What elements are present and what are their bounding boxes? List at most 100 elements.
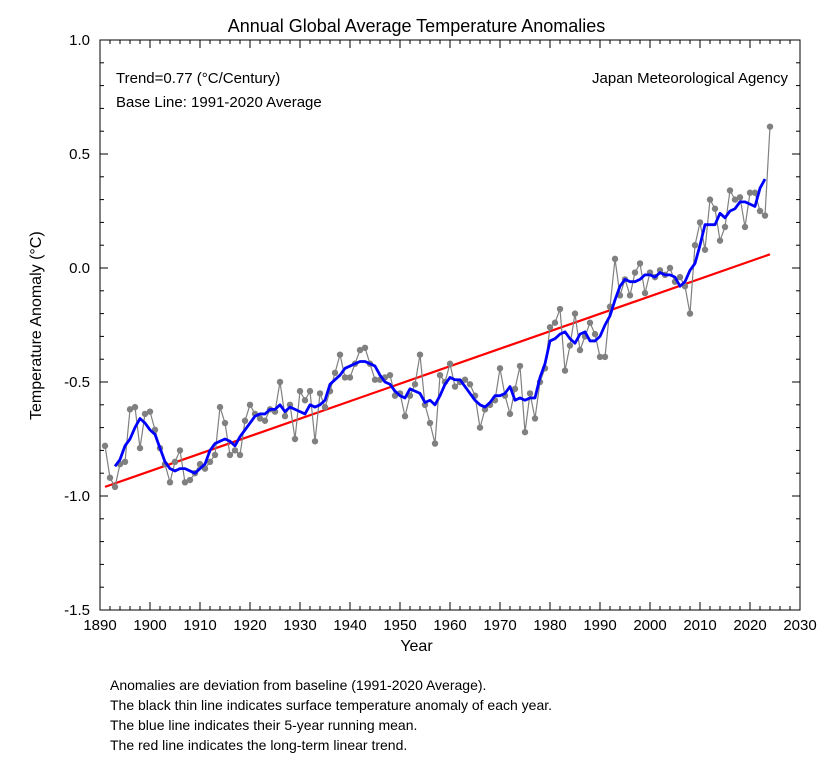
annual-point	[527, 390, 533, 396]
annual-point	[637, 260, 643, 266]
svg-text:0.0: 0.0	[69, 260, 90, 277]
annual-point	[737, 194, 743, 200]
annual-point	[222, 420, 228, 426]
annual-point	[322, 404, 328, 410]
annual-point	[762, 212, 768, 218]
annual-point	[627, 292, 633, 298]
annual-point	[227, 452, 233, 458]
annual-point	[517, 363, 523, 369]
annual-point	[692, 242, 698, 248]
svg-text:1960: 1960	[433, 617, 466, 634]
svg-text:-1.5: -1.5	[64, 602, 90, 619]
annual-point	[702, 247, 708, 253]
annual-point	[402, 413, 408, 419]
trend-annotation: Trend=0.77 (°C/Century)	[116, 70, 280, 87]
annual-point	[727, 187, 733, 193]
running-mean-line	[115, 179, 765, 473]
annual-point	[122, 459, 128, 465]
annual-point	[507, 411, 513, 417]
svg-text:1920: 1920	[233, 617, 266, 634]
annual-point	[572, 310, 578, 316]
svg-text:1.0: 1.0	[69, 32, 90, 49]
caption-line-3: The blue line indicates their 5-year run…	[110, 716, 417, 735]
annual-point	[697, 219, 703, 225]
annual-point	[477, 424, 483, 430]
annual-point	[577, 347, 583, 353]
annual-series-line	[105, 127, 770, 487]
annual-point	[147, 408, 153, 414]
annual-point	[237, 452, 243, 458]
annual-point	[562, 367, 568, 373]
svg-text:1970: 1970	[483, 617, 516, 634]
svg-text:2030: 2030	[783, 617, 816, 634]
annual-point	[102, 443, 108, 449]
annual-point	[232, 447, 238, 453]
svg-text:2010: 2010	[683, 617, 716, 634]
caption-line-1: Anomalies are deviation from baseline (1…	[110, 676, 486, 695]
caption-line-4: The red line indicates the long-term lin…	[110, 736, 407, 755]
annual-point	[262, 418, 268, 424]
annual-point	[642, 290, 648, 296]
annual-point	[427, 420, 433, 426]
annual-point	[757, 208, 763, 214]
annual-point	[297, 388, 303, 394]
svg-text:1980: 1980	[533, 617, 566, 634]
annual-point	[447, 361, 453, 367]
annual-point	[612, 256, 618, 262]
annual-point	[167, 479, 173, 485]
annual-point	[307, 388, 313, 394]
annual-point	[247, 402, 253, 408]
svg-text:-0.5: -0.5	[64, 374, 90, 391]
annual-point	[707, 196, 713, 202]
annual-point	[177, 447, 183, 453]
annual-point	[717, 237, 723, 243]
annual-point	[687, 310, 693, 316]
annual-point	[712, 206, 718, 212]
annual-point	[317, 390, 323, 396]
annual-point	[467, 381, 473, 387]
svg-text:0.5: 0.5	[69, 146, 90, 163]
annual-point	[112, 484, 118, 490]
annual-point	[412, 381, 418, 387]
svg-text:2000: 2000	[633, 617, 666, 634]
annual-point	[722, 224, 728, 230]
annual-point	[522, 429, 528, 435]
annual-point	[137, 445, 143, 451]
annual-point	[347, 374, 353, 380]
annual-point	[667, 265, 673, 271]
annual-point	[172, 459, 178, 465]
svg-text:2020: 2020	[733, 617, 766, 634]
annual-point	[532, 415, 538, 421]
annual-point	[497, 365, 503, 371]
caption-line-2: The black thin line indicates surface te…	[110, 696, 552, 715]
annual-point	[212, 452, 218, 458]
annual-point	[742, 224, 748, 230]
svg-text:1910: 1910	[183, 617, 216, 634]
svg-text:1940: 1940	[333, 617, 366, 634]
annual-point	[437, 372, 443, 378]
annual-point	[292, 436, 298, 442]
annual-point	[632, 269, 638, 275]
trend-line	[105, 254, 770, 487]
annual-point	[337, 351, 343, 357]
svg-text:1890: 1890	[83, 617, 116, 634]
annual-point	[107, 475, 113, 481]
annual-point	[587, 320, 593, 326]
baseline-annotation: Base Line: 1991-2020 Average	[116, 94, 322, 111]
annual-point	[302, 397, 308, 403]
annual-point	[417, 351, 423, 357]
svg-text:1930: 1930	[283, 617, 316, 634]
svg-text:1990: 1990	[583, 617, 616, 634]
annual-point	[387, 372, 393, 378]
x-axis-label: Year	[0, 638, 833, 656]
annual-point	[567, 342, 573, 348]
annual-point	[187, 477, 193, 483]
annual-point	[332, 370, 338, 376]
annual-point	[547, 324, 553, 330]
annual-point	[217, 404, 223, 410]
svg-text:1950: 1950	[383, 617, 416, 634]
agency-annotation: Japan Meteorological Agency	[592, 70, 788, 87]
svg-text:-1.0: -1.0	[64, 488, 90, 505]
annual-point	[592, 331, 598, 337]
annual-point	[767, 123, 773, 129]
